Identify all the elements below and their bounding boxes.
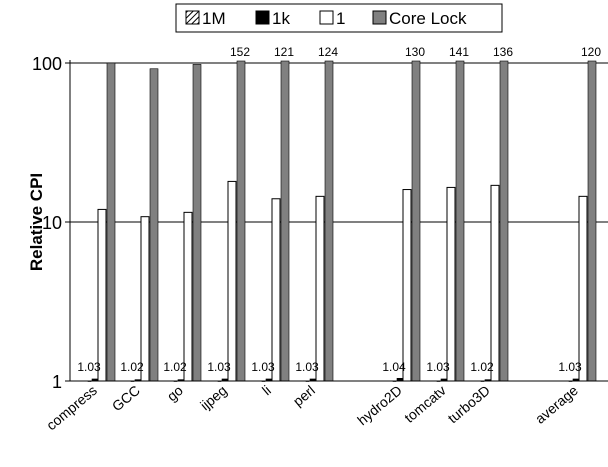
data-label-core-lock-hydro2d: 130 — [405, 45, 425, 59]
data-label-1k-compress: 1.03 — [77, 360, 101, 374]
x-tick-label-turbo3d: turbo3D — [444, 382, 492, 426]
y-tick-label-100: 100 — [32, 54, 62, 74]
x-tick-label-gcc: GCC — [109, 382, 143, 414]
legend-swatch-1k — [256, 11, 269, 24]
legend-swatch-1m — [186, 11, 199, 24]
x-tick-label-hydro2d: hydro2D — [354, 382, 405, 428]
bar-1-ijpeg — [228, 181, 236, 381]
y-tick-label-1: 1 — [52, 372, 62, 392]
bar-1-go — [184, 212, 192, 381]
bar-core-lock-go — [193, 64, 201, 381]
y-axis-title: Relative CPI — [27, 173, 46, 271]
bar-1-compress — [98, 209, 106, 381]
bar-1-turbo3d — [491, 185, 499, 381]
x-tick-label-tomcatv: tomcatv — [401, 382, 449, 426]
bars — [88, 61, 596, 382]
bar-1-average — [579, 196, 587, 381]
data-label-1k-perl: 1.03 — [295, 360, 319, 374]
bar-core-lock-average — [588, 61, 596, 381]
x-tick-label-average: average — [532, 382, 581, 427]
data-label-core-lock-average: 120 — [581, 45, 601, 59]
bar-core-lock-tomcatv — [456, 61, 464, 381]
data-label-1k-li: 1.03 — [251, 360, 275, 374]
x-tick-label-ijpeg: ijpeg — [197, 382, 230, 413]
bar-1-hydro2d — [403, 190, 411, 381]
legend-swatch-core-lock — [373, 11, 386, 24]
data-label-core-lock-tomcatv: 141 — [449, 45, 469, 59]
bar-1-gcc — [141, 217, 149, 381]
x-tick-label-perl: perl — [290, 382, 318, 409]
legend-label-1k: 1k — [272, 9, 290, 28]
data-label-core-lock-ijpeg: 152 — [230, 45, 250, 59]
data-label-core-lock-turbo3d: 136 — [493, 45, 513, 59]
bar-core-lock-compress — [107, 63, 115, 381]
legend-swatch-1 — [320, 11, 333, 24]
bar-1-li — [272, 199, 280, 381]
data-label-core-lock-li: 121 — [274, 45, 294, 59]
data-label-1k-ijpeg: 1.03 — [207, 360, 231, 374]
data-label-1k-average: 1.03 — [558, 360, 582, 374]
legend-label-1: 1 — [336, 9, 345, 28]
legend-label-core-lock: Core Lock — [389, 9, 467, 28]
data-label-1k-gcc: 1.02 — [120, 360, 144, 374]
x-tick-label-li: li — [259, 382, 274, 398]
legend: 1M 1k 1 Core Lock — [176, 4, 502, 32]
bar-core-lock-li — [281, 61, 289, 381]
bar-1-tomcatv — [447, 187, 455, 381]
bar-core-lock-perl — [325, 61, 333, 381]
bar-core-lock-hydro2d — [412, 61, 420, 381]
x-tick-label-go: go — [164, 382, 186, 404]
data-label-core-lock-perl: 124 — [318, 45, 338, 59]
data-label-1k-hydro2d: 1.04 — [382, 360, 406, 374]
data-label-1k-turbo3d: 1.02 — [470, 360, 494, 374]
data-label-1k-tomcatv: 1.03 — [426, 360, 450, 374]
bar-core-lock-gcc — [150, 69, 158, 381]
bar-core-lock-ijpeg — [237, 61, 245, 381]
bar-1-perl — [316, 196, 324, 381]
bar-core-lock-turbo3d — [500, 61, 508, 381]
data-label-1k-go: 1.02 — [163, 360, 187, 374]
legend-label-1m: 1M — [202, 9, 226, 28]
